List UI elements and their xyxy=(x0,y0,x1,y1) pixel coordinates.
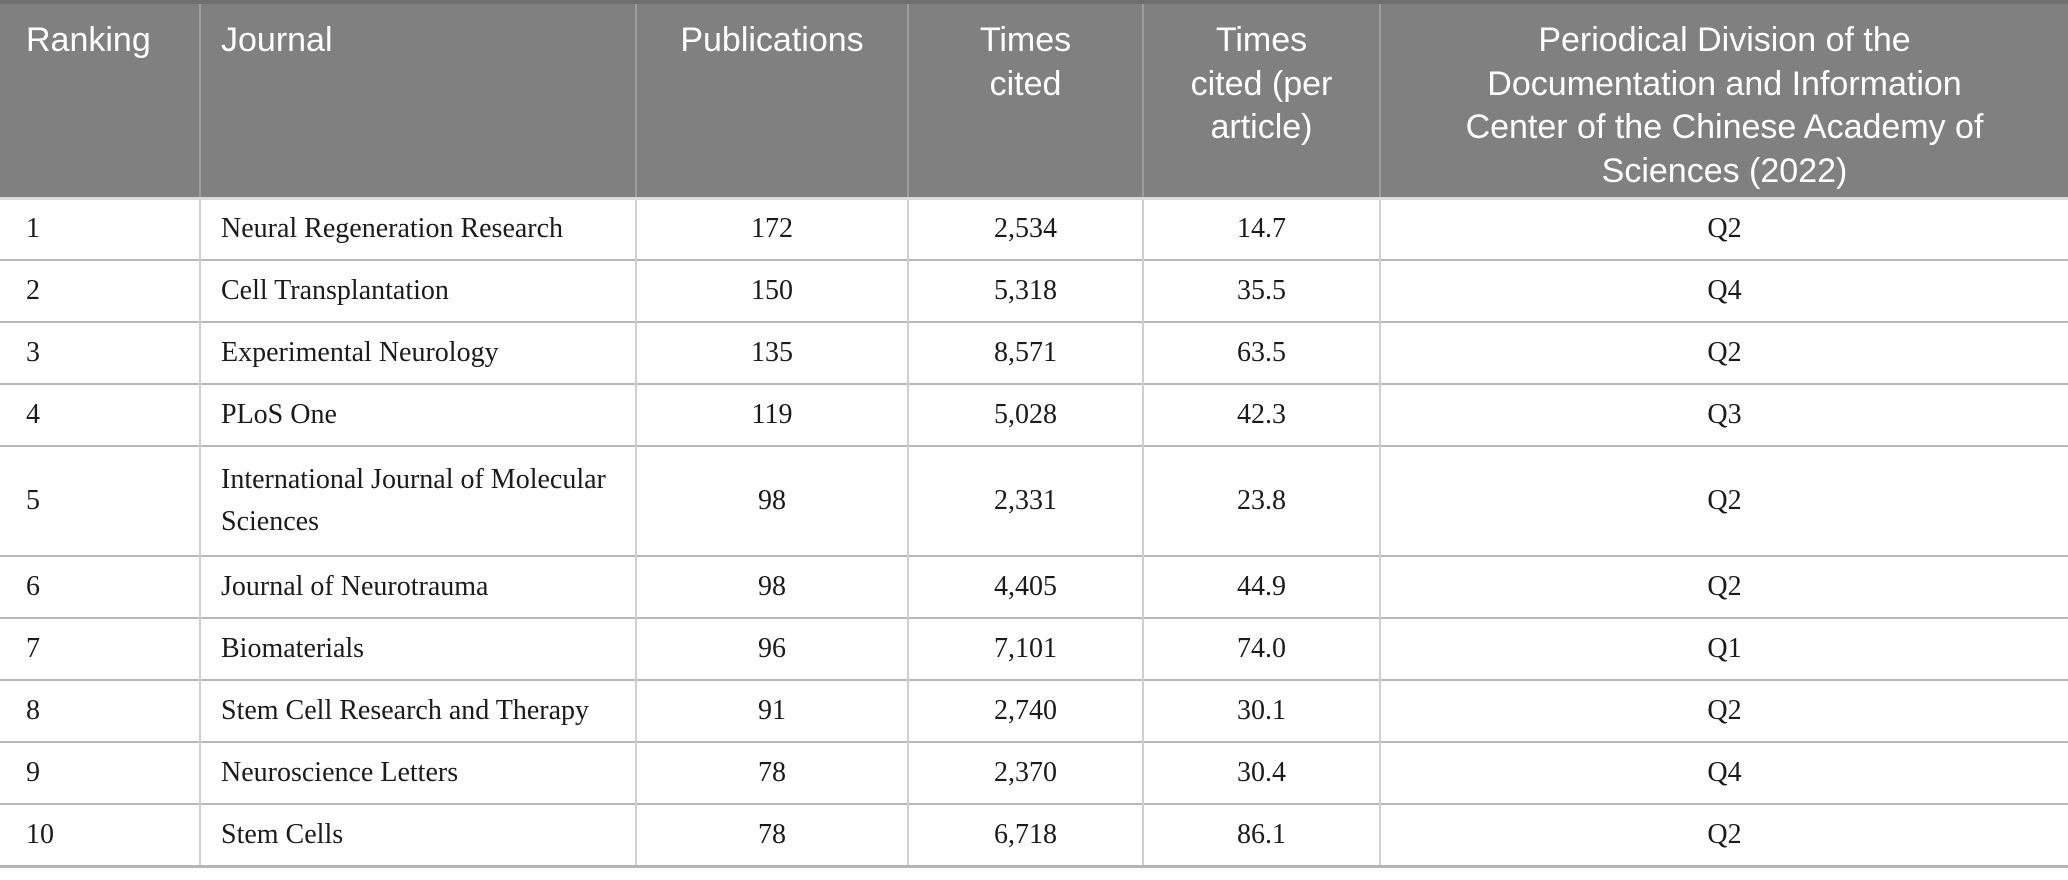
column-header-times-cited: Times cited xyxy=(907,2,1143,198)
cell-ranking: 2 xyxy=(0,260,200,322)
table-header: Ranking Journal Publications Times cited… xyxy=(0,2,2068,198)
cell-ranking: 10 xyxy=(0,804,200,866)
cell-publications: 98 xyxy=(635,556,908,618)
cell-times-cited: 8,571 xyxy=(907,322,1143,384)
cell-publications: 172 xyxy=(635,198,908,260)
cell-ranking: 3 xyxy=(0,322,200,384)
cell-times-cited: 7,101 xyxy=(907,618,1143,680)
cell-times-cited: 2,740 xyxy=(907,680,1143,742)
cell-times-cited-per-article: 63.5 xyxy=(1142,322,1380,384)
header-row: Ranking Journal Publications Times cited… xyxy=(0,2,2068,198)
cell-periodical-division: Q2 xyxy=(1379,322,2068,384)
cell-publications: 119 xyxy=(635,384,908,446)
cell-times-cited: 2,534 xyxy=(907,198,1143,260)
table-row: 4 PLoS One 119 5,028 42.3 Q3 xyxy=(0,384,2068,446)
cell-times-cited-per-article: 44.9 xyxy=(1142,556,1380,618)
cell-times-cited-per-article: 30.4 xyxy=(1142,742,1380,804)
cell-periodical-division: Q2 xyxy=(1379,804,2068,866)
cell-publications: 78 xyxy=(635,804,908,866)
cell-periodical-division: Q2 xyxy=(1379,446,2068,556)
cell-ranking: 8 xyxy=(0,680,200,742)
table-row: 6 Journal of Neurotrauma 98 4,405 44.9 Q2 xyxy=(0,556,2068,618)
cell-ranking: 9 xyxy=(0,742,200,804)
cell-journal: International Journal of Molecular Scien… xyxy=(199,446,636,556)
cell-ranking: 6 xyxy=(0,556,200,618)
table-body: 1 Neural Regeneration Research 172 2,534 14.… xyxy=(0,198,2068,866)
cell-journal: Cell Transplantation xyxy=(199,260,636,322)
table-row: 1 Neural Regeneration Research 172 2,534 14.… xyxy=(0,198,2068,260)
cell-journal: Stem Cell Research and Therapy xyxy=(199,680,636,742)
cell-ranking: 1 xyxy=(0,198,200,260)
table-row: 2 Cell Transplantation 150 5,318 35.5 Q4 xyxy=(0,260,2068,322)
cell-periodical-division: Q2 xyxy=(1379,556,2068,618)
cell-times-cited-per-article: 42.3 xyxy=(1142,384,1380,446)
table-row: 5 International Journal of Molecular Scie… xyxy=(0,446,2068,556)
cell-times-cited-per-article: 23.8 xyxy=(1142,446,1380,556)
cell-periodical-division: Q4 xyxy=(1379,742,2068,804)
cell-times-cited: 6,718 xyxy=(907,804,1143,866)
cell-periodical-division: Q2 xyxy=(1379,198,2068,260)
cell-times-cited: 4,405 xyxy=(907,556,1143,618)
cell-ranking: 7 xyxy=(0,618,200,680)
cell-publications: 91 xyxy=(635,680,908,742)
table-row: 10 Stem Cells 78 6,718 86.1 Q2 xyxy=(0,804,2068,866)
cell-times-cited-per-article: 86.1 xyxy=(1142,804,1380,866)
table-row: 9 Neuroscience Letters 78 2,370 30.4 Q4 xyxy=(0,742,2068,804)
cell-periodical-division: Q3 xyxy=(1379,384,2068,446)
table-row: 8 Stem Cell Research and Therapy 91 2,740 30… xyxy=(0,680,2068,742)
column-header-times-cited-per-article: Times cited (per article) xyxy=(1142,2,1380,198)
cell-times-cited: 5,318 xyxy=(907,260,1143,322)
cell-publications: 96 xyxy=(635,618,908,680)
cell-publications: 78 xyxy=(635,742,908,804)
cell-times-cited: 5,028 xyxy=(907,384,1143,446)
cell-journal: Neuroscience Letters xyxy=(199,742,636,804)
cell-periodical-division: Q2 xyxy=(1379,680,2068,742)
cell-times-cited-per-article: 30.1 xyxy=(1142,680,1380,742)
cell-journal: Experimental Neurology xyxy=(199,322,636,384)
cell-journal: Neural Regeneration Research xyxy=(199,198,636,260)
cell-publications: 150 xyxy=(635,260,908,322)
cell-periodical-division: Q4 xyxy=(1379,260,2068,322)
cell-publications: 98 xyxy=(635,446,908,556)
cell-ranking: 4 xyxy=(0,384,200,446)
cell-journal: Biomaterials xyxy=(199,618,636,680)
cell-times-cited-per-article: 14.7 xyxy=(1142,198,1380,260)
cell-ranking: 5 xyxy=(0,446,200,556)
cell-periodical-division: Q1 xyxy=(1379,618,2068,680)
cell-publications: 135 xyxy=(635,322,908,384)
cell-times-cited: 2,331 xyxy=(907,446,1143,556)
table-row: 3 Experimental Neurology 135 8,571 63.5 Q2 xyxy=(0,322,2068,384)
column-header-periodical-division: Periodical Division of the Documentation… xyxy=(1379,2,2068,198)
table-row: 7 Biomaterials 96 7,101 74.0 Q1 xyxy=(0,618,2068,680)
column-header-ranking: Ranking xyxy=(0,2,200,198)
cell-times-cited-per-article: 74.0 xyxy=(1142,618,1380,680)
column-header-publications: Publications xyxy=(635,2,908,198)
cell-times-cited: 2,370 xyxy=(907,742,1143,804)
cell-journal: Journal of Neurotrauma xyxy=(199,556,636,618)
cell-journal: PLoS One xyxy=(199,384,636,446)
cell-journal: Stem Cells xyxy=(199,804,636,866)
cell-times-cited-per-article: 35.5 xyxy=(1142,260,1380,322)
column-header-journal: Journal xyxy=(199,2,636,198)
